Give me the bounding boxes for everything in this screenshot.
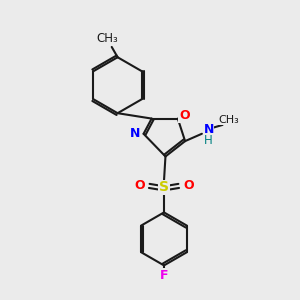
Text: N: N — [203, 123, 214, 136]
Text: S: S — [159, 180, 169, 194]
Text: CH₃: CH₃ — [96, 32, 118, 45]
Text: O: O — [134, 179, 145, 192]
Text: O: O — [183, 179, 194, 192]
Text: O: O — [179, 109, 190, 122]
Text: H: H — [204, 134, 213, 147]
Text: N: N — [130, 127, 140, 140]
Text: F: F — [160, 269, 168, 282]
Text: CH₃: CH₃ — [218, 115, 239, 124]
